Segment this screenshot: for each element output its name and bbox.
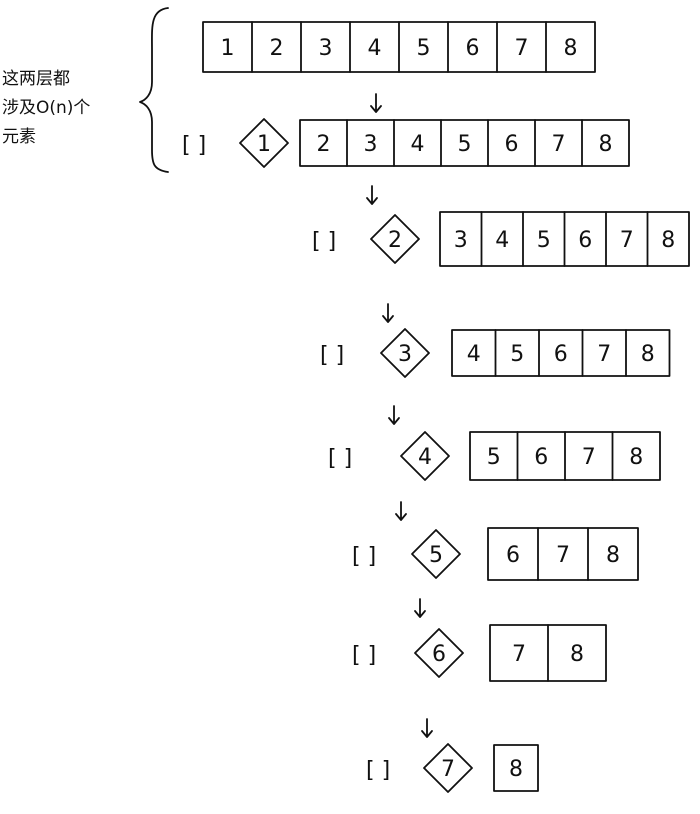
array-cell: 8 xyxy=(564,36,578,61)
level-3: [ ] 2 3 4 5 6 7 8 xyxy=(312,185,690,267)
level-1: 1 2 3 4 5 6 7 8 xyxy=(202,21,596,73)
array-cell: 5 xyxy=(510,342,524,367)
array-cell: 1 xyxy=(221,36,235,61)
down-arrow-icon xyxy=(388,405,400,425)
annotation-line: 这两层都 xyxy=(2,69,70,89)
array-cell: 6 xyxy=(554,342,568,367)
array: 5 6 7 8 xyxy=(469,431,661,481)
empty-partition: [ ] xyxy=(320,343,344,368)
array-cell: 7 xyxy=(582,445,596,470)
array: 6 7 8 xyxy=(487,527,639,581)
array-cell: 6 xyxy=(534,445,548,470)
array-outline xyxy=(493,744,539,792)
array-cell: 8 xyxy=(599,132,613,157)
pivot-diamond xyxy=(414,628,464,678)
annotation: 这两层都 涉及O(n)个 元素 xyxy=(2,69,90,147)
array-cell: 7 xyxy=(620,228,634,253)
level-4: [ ] 3 4 5 6 7 8 xyxy=(320,303,671,378)
annotation-line: 涉及O(n)个 xyxy=(2,98,90,118)
curly-brace xyxy=(139,7,169,173)
pivot-diamond xyxy=(411,529,461,579)
array: 8 xyxy=(493,744,539,792)
down-arrow-icon xyxy=(421,718,433,738)
down-arrow-icon xyxy=(414,598,426,618)
pivot-diamond xyxy=(370,214,420,264)
empty-partition: [ ] xyxy=(182,133,206,158)
array-cell: 8 xyxy=(661,228,675,253)
array: 4 5 6 7 8 xyxy=(451,329,671,377)
array-cell: 6 xyxy=(578,228,592,253)
array-cell: 8 xyxy=(641,342,655,367)
pivot-value: 7 xyxy=(441,757,455,782)
array-cell: 4 xyxy=(467,342,481,367)
array-outline xyxy=(451,329,671,377)
array-cell: 5 xyxy=(458,132,472,157)
array: 1 2 3 4 5 6 7 8 xyxy=(202,21,596,73)
array-cell: 8 xyxy=(606,543,620,568)
array-outline xyxy=(299,119,630,167)
pivot-diamond xyxy=(380,328,430,378)
array-cell: 5 xyxy=(417,36,431,61)
pivot-diamond xyxy=(239,118,289,168)
empty-partition: [ ] xyxy=(352,643,376,668)
array-cell: 4 xyxy=(411,132,425,157)
pivot-value: 6 xyxy=(432,642,446,667)
level-6: [ ] 5 6 7 8 xyxy=(352,501,639,581)
array-cell: 7 xyxy=(552,132,566,157)
array-cell: 7 xyxy=(512,642,526,667)
array-cell: 8 xyxy=(570,642,584,667)
array-cell: 7 xyxy=(515,36,529,61)
pivot-value: 1 xyxy=(257,132,271,157)
empty-partition: [ ] xyxy=(312,229,336,254)
array-cell: 3 xyxy=(454,228,468,253)
level-2: [ ] 1 2 3 4 5 6 7 8 xyxy=(182,93,630,168)
pivot-diamond xyxy=(423,743,473,793)
pivot-diamond xyxy=(400,431,450,481)
array-cell: 5 xyxy=(537,228,551,253)
array-cell: 8 xyxy=(629,445,643,470)
down-arrow-icon xyxy=(366,185,378,205)
pivot-value: 4 xyxy=(418,445,432,470)
empty-partition: [ ] xyxy=(328,446,352,471)
level-7: [ ] 6 7 8 xyxy=(352,598,607,682)
down-arrow-icon xyxy=(370,93,382,113)
array-cell: 7 xyxy=(556,543,570,568)
array-cell: 2 xyxy=(317,132,331,157)
empty-partition: [ ] xyxy=(352,544,376,569)
array-outline xyxy=(487,527,639,581)
array-cell: 5 xyxy=(487,445,501,470)
pivot-value: 3 xyxy=(398,342,412,367)
array-cell: 3 xyxy=(319,36,333,61)
pivot-value: 5 xyxy=(429,543,443,568)
array-cell: 4 xyxy=(368,36,382,61)
array-cell: 6 xyxy=(505,132,519,157)
array-cell: 7 xyxy=(597,342,611,367)
array-cell: 6 xyxy=(506,543,520,568)
array-cell: 4 xyxy=(495,228,509,253)
empty-partition: [ ] xyxy=(366,758,390,783)
recursion-levels: 1 2 3 4 5 6 7 8[ ] 1 2 3 4 5 6 7 8[ ] 2 3 4 5 6 7 8[ ] 3 4 5 6 7 8[ … xyxy=(182,21,690,793)
pivot-value: 2 xyxy=(388,228,402,253)
array-cell: 8 xyxy=(509,757,523,782)
level-5: [ ] 4 5 6 7 8 xyxy=(328,405,661,481)
array: 3 4 5 6 7 8 xyxy=(439,211,690,267)
array-cell: 6 xyxy=(466,36,480,61)
level-8: [ ] 7 8 xyxy=(366,718,539,793)
array-cell: 2 xyxy=(270,36,284,61)
down-arrow-icon xyxy=(395,501,407,521)
down-arrow-icon xyxy=(382,303,394,323)
array: 2 3 4 5 6 7 8 xyxy=(299,119,630,167)
annotation-line: 元素 xyxy=(2,127,36,147)
array-cell: 3 xyxy=(364,132,378,157)
